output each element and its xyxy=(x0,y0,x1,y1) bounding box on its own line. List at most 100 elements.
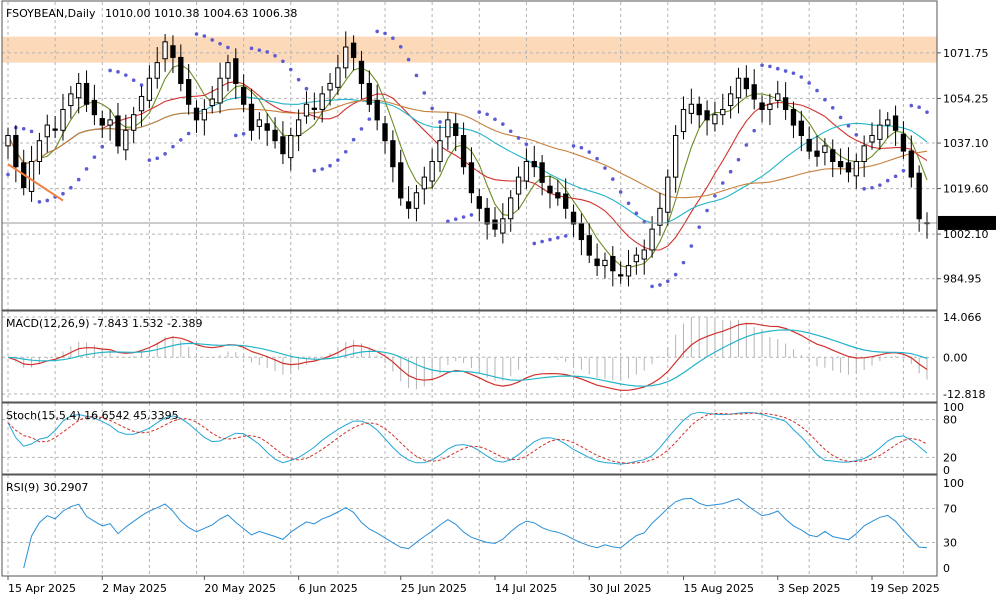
candle xyxy=(343,31,349,79)
candle-body-down xyxy=(193,107,200,121)
candle-body-up xyxy=(649,228,655,251)
sar-dot xyxy=(532,241,537,246)
candle xyxy=(539,155,545,196)
sar-dot xyxy=(760,63,764,68)
candle xyxy=(680,96,687,140)
candle xyxy=(272,117,278,149)
candle-body-up xyxy=(68,93,74,107)
candle-body-down xyxy=(531,161,537,168)
candle-body-down xyxy=(563,193,569,209)
sar-dot xyxy=(744,143,749,147)
sar-dot xyxy=(288,67,293,72)
candle-body-down xyxy=(99,118,105,126)
sar-dot xyxy=(273,53,277,58)
macd-panel: 14.066 0.00 -12.818 MACD(12,26,9) -7.843 1… xyxy=(1,310,985,403)
candle-body-down xyxy=(806,138,812,152)
candle-body-up xyxy=(727,93,734,107)
candle-body-down xyxy=(185,79,192,105)
candle xyxy=(201,99,208,136)
candle-body-up xyxy=(162,41,168,60)
candle xyxy=(775,80,781,109)
price-panel: 984.95 1002.10 1019.60 1037.10 1054.25 1071.7… xyxy=(1,0,996,311)
candle xyxy=(288,127,294,171)
macd-tick-label: 0.00 xyxy=(943,351,968,364)
candle xyxy=(830,139,836,178)
candle xyxy=(319,86,325,123)
sar-dot xyxy=(202,34,207,38)
candle xyxy=(193,100,200,133)
sar-dot xyxy=(705,208,709,213)
candle-body-up xyxy=(28,161,35,192)
candle-body-down xyxy=(908,150,914,178)
sar-dot xyxy=(446,219,450,224)
candle-body-up xyxy=(131,114,137,131)
sar-dot xyxy=(634,211,639,216)
sar-dot xyxy=(265,50,270,54)
candle-body-up xyxy=(343,46,349,69)
sar-dot xyxy=(375,29,379,34)
candle xyxy=(248,88,255,141)
candle xyxy=(366,70,372,113)
sar-dot xyxy=(461,215,466,219)
candle xyxy=(869,122,875,150)
rsi-tick-label: 70 xyxy=(943,503,957,516)
sar-dot xyxy=(100,144,105,149)
candle-body-up xyxy=(319,93,325,110)
time-tick-label: 2 May 2025 xyxy=(102,582,167,595)
rsi-panel: 100 70 30 0 RSI(9) 30.2907 xyxy=(1,474,964,577)
candle xyxy=(335,54,341,96)
candle-body-up xyxy=(869,134,875,143)
candle-body-up xyxy=(523,161,530,182)
sar-dot xyxy=(6,172,10,177)
sar-dot xyxy=(179,138,183,142)
sar-dot xyxy=(281,59,285,64)
sar-dot xyxy=(689,244,694,248)
candle-body-up xyxy=(625,265,632,277)
time-axis: 15 Apr 2025 2 May 2025 20 May 2025 6 Jun 20… xyxy=(7,576,940,595)
sar-dot xyxy=(571,144,576,148)
rsi-axis-ticks: 100 70 30 0 xyxy=(943,477,964,575)
candle-body-down xyxy=(280,136,286,155)
time-tick-label: 14 Jul 2025 xyxy=(495,582,557,595)
sar-dot xyxy=(885,178,890,183)
candle xyxy=(751,69,757,110)
sar-dot xyxy=(116,70,120,74)
candle-body-down xyxy=(398,162,404,199)
sar-dot xyxy=(768,64,772,69)
sar-dot xyxy=(257,48,262,52)
candle-body-down xyxy=(547,185,553,194)
sar-dot xyxy=(681,260,686,265)
sar-dot xyxy=(618,190,623,194)
candle-body-up xyxy=(327,82,333,91)
sar-dot xyxy=(453,217,458,221)
candle-body-down xyxy=(759,102,765,110)
candle xyxy=(602,252,608,279)
price-panel-frame xyxy=(1,0,938,311)
candle xyxy=(233,48,239,100)
candle xyxy=(311,92,317,120)
candle xyxy=(555,179,561,206)
candle-body-up xyxy=(735,77,742,99)
sar-dot xyxy=(673,272,678,277)
candle xyxy=(453,113,459,152)
time-tick-label: 30 Jul 2025 xyxy=(589,582,651,595)
candle xyxy=(853,153,859,189)
candle xyxy=(900,121,907,159)
sar-dot xyxy=(218,41,222,46)
candle xyxy=(727,86,734,119)
candle-body-up xyxy=(515,176,522,195)
candle xyxy=(484,197,490,240)
candle-body-up xyxy=(288,134,294,159)
candle xyxy=(720,93,726,126)
candle-body-up xyxy=(413,192,420,209)
candle-body-up xyxy=(853,161,859,177)
candle-body-up xyxy=(861,145,867,163)
price-tick-label: 984.95 xyxy=(943,273,982,286)
candle xyxy=(610,246,616,287)
sar-dot xyxy=(69,185,73,190)
candle xyxy=(209,86,215,114)
candle xyxy=(5,127,11,159)
candle-body-down xyxy=(845,162,852,173)
candle-body-up xyxy=(767,103,773,110)
